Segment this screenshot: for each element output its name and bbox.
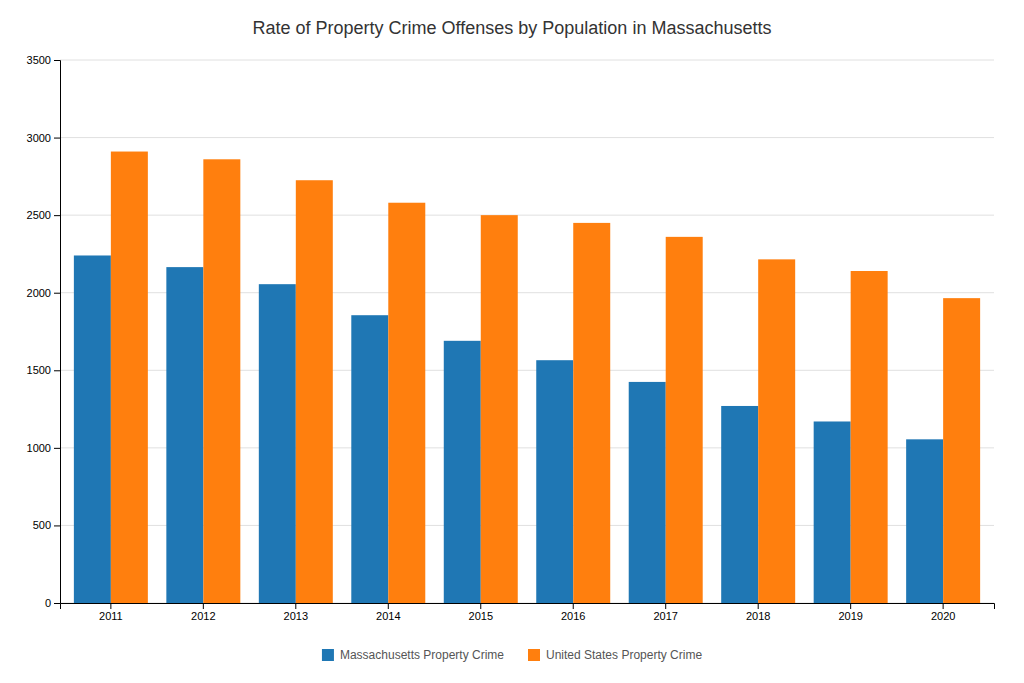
grid (60, 60, 994, 603)
tick-label: 2012 (191, 610, 215, 622)
legend-label: Massachusetts Property Crime (340, 648, 504, 662)
tick: 2015 (469, 603, 493, 622)
tick-mark (54, 525, 60, 526)
tick-label: 2019 (838, 610, 862, 622)
tick: 2020 (931, 603, 955, 622)
bar (351, 315, 388, 603)
bar (203, 159, 240, 603)
tick-label: 0 (45, 597, 51, 609)
tick: 2018 (746, 603, 770, 622)
bar (296, 180, 333, 603)
bar (758, 259, 795, 603)
tick-label: 2015 (469, 610, 493, 622)
tick-mark (54, 138, 60, 139)
bar (166, 267, 203, 603)
tick: 2011 (99, 603, 123, 622)
tick: 1500 (27, 364, 60, 376)
tick-mark (480, 603, 481, 609)
bar (536, 360, 573, 603)
tick: 2500 (27, 209, 60, 221)
tick-mark (388, 603, 389, 609)
tick: 2012 (191, 603, 215, 622)
bar (573, 223, 610, 603)
y-axis: 0 500 1000 1500 2000 2500 3000 3500 (27, 54, 61, 609)
axis-line (54, 61, 61, 604)
bar (851, 271, 888, 603)
tick-mark (943, 603, 944, 609)
grid-line (60, 137, 994, 138)
legend: Massachusetts Property Crime United State… (322, 648, 702, 662)
tick-label: 500 (33, 519, 51, 531)
axis-line (61, 604, 995, 610)
tick-mark (54, 60, 60, 61)
legend-item: United States Property Crime (528, 648, 702, 662)
tick-mark (665, 603, 666, 609)
tick-mark (54, 603, 60, 604)
tick-mark (573, 603, 574, 609)
tick: 2014 (376, 603, 400, 622)
bars (74, 152, 980, 603)
legend-swatch (528, 649, 540, 661)
bar (74, 255, 111, 603)
legend-swatch (322, 649, 334, 661)
tick-label: 1500 (27, 364, 51, 376)
x-axis: 2011 2012 2013 2014 2015 2016 2017 2018 2019 2020 (61, 603, 995, 622)
tick-label: 2020 (931, 610, 955, 622)
tick-mark (54, 448, 60, 449)
bar (906, 439, 943, 603)
tick-label: 2014 (376, 610, 400, 622)
plot: 0 500 1000 1500 2000 2500 3000 3500 2011 2012 2013… (27, 54, 995, 622)
tick-label: 2013 (284, 610, 308, 622)
bar (629, 382, 666, 603)
tick: 2013 (284, 603, 308, 622)
bar (721, 406, 758, 603)
tick-mark (203, 603, 204, 609)
tick-label: 2017 (653, 610, 677, 622)
bar (444, 341, 481, 603)
bar (111, 152, 148, 603)
bar (666, 237, 703, 603)
tick-label: 2000 (27, 287, 51, 299)
bar-series (111, 152, 980, 603)
tick-mark (295, 603, 296, 609)
tick-mark (110, 603, 111, 609)
bar (481, 215, 518, 603)
tick: 3000 (27, 132, 60, 144)
tick-label: 3500 (27, 54, 51, 66)
chart: 0 500 1000 1500 2000 2500 3000 3500 2011 2012 2013… (0, 0, 1024, 683)
tick-label: 2500 (27, 209, 51, 221)
tick-label: 1000 (27, 442, 51, 454)
tick-label: 2016 (561, 610, 585, 622)
tick: 3500 (27, 54, 60, 66)
legend-label: United States Property Crime (546, 648, 702, 662)
tick: 500 (33, 519, 60, 531)
tick: 1000 (27, 442, 60, 454)
title: Rate of Property Crime Offenses by Popul… (253, 18, 772, 38)
tick-mark (758, 603, 759, 609)
tick-mark (850, 603, 851, 609)
tick: 2019 (838, 603, 862, 622)
bar (388, 203, 425, 603)
tick-label: 2018 (746, 610, 770, 622)
bar (259, 284, 296, 603)
tick-mark (54, 293, 60, 294)
tick: 2000 (27, 287, 60, 299)
grid-line (60, 215, 994, 216)
tick-mark (54, 370, 60, 371)
grid-line (60, 60, 994, 61)
tick: 0 (45, 597, 60, 609)
tick-mark (54, 215, 60, 216)
tick: 2017 (653, 603, 677, 622)
bar (943, 298, 980, 603)
tick: 2016 (561, 603, 585, 622)
bar (814, 421, 851, 603)
tick-label: 2011 (99, 610, 123, 622)
legend-item: Massachusetts Property Crime (322, 648, 504, 662)
tick-label: 3000 (27, 132, 51, 144)
